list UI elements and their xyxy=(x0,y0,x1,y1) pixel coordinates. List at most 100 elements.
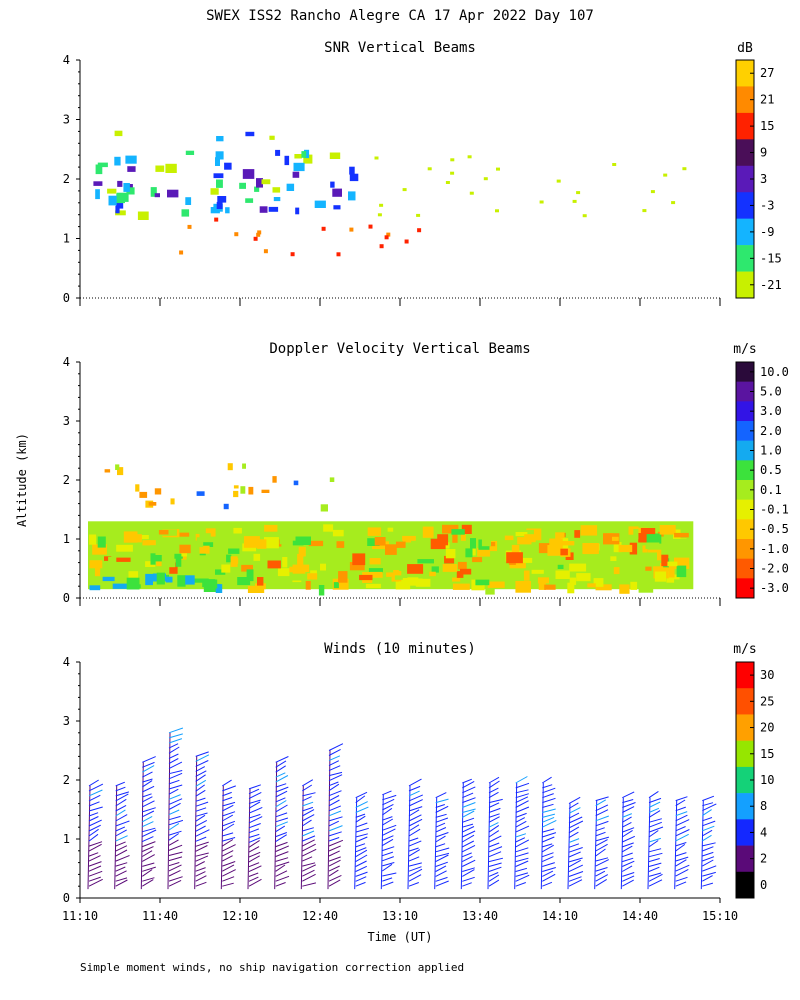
snr-echo-cell xyxy=(116,192,129,202)
doppler-velocity-cell xyxy=(216,538,224,545)
doppler-velocity-cell xyxy=(261,489,270,493)
snr-echo-cell xyxy=(445,181,450,184)
doppler-velocity-cell xyxy=(595,584,612,591)
doppler-velocity-cell xyxy=(580,525,598,536)
wind-barb xyxy=(382,794,397,801)
doppler-velocity-cell xyxy=(116,557,131,562)
wind-barb xyxy=(275,841,288,848)
wind-barb xyxy=(302,806,314,812)
doppler-velocity-cell xyxy=(295,536,311,545)
wind-barb xyxy=(168,815,181,821)
wind-barb xyxy=(355,836,368,843)
doppler-velocity-cell xyxy=(549,538,563,550)
wind-barb xyxy=(622,799,634,804)
wind-barb xyxy=(595,820,609,827)
doppler-velocity-cell xyxy=(461,524,472,534)
wind-profile xyxy=(380,790,397,890)
doppler-velocity-cell xyxy=(524,534,536,543)
wind-profile-staff xyxy=(514,782,518,890)
doppler-velocity-cell xyxy=(181,550,188,557)
doppler-velocity-cell xyxy=(386,572,400,577)
wind-barb xyxy=(622,879,634,887)
colorbar-swatch xyxy=(736,740,754,768)
wind-barb xyxy=(195,861,205,867)
wind-profile xyxy=(700,795,717,890)
colorbar-swatch xyxy=(736,539,754,559)
doppler-velocity-cell xyxy=(231,558,239,564)
wind-barb xyxy=(168,761,183,770)
colorbar-label: -0.1 xyxy=(760,503,789,517)
wind-profile xyxy=(460,778,476,890)
doppler-velocity-cell xyxy=(369,558,381,565)
wind-barb xyxy=(302,814,315,822)
wind-barb xyxy=(675,856,689,862)
wind-barb xyxy=(515,789,529,794)
wind-barb xyxy=(568,879,583,887)
colorbar-label: 4 xyxy=(760,825,767,839)
doppler-velocity-cell xyxy=(365,583,381,589)
x-tick-label: 11:40 xyxy=(142,909,178,923)
wind-barb xyxy=(328,760,340,767)
wind-barb xyxy=(648,801,661,808)
wind-barb xyxy=(168,844,183,851)
colorbar-swatch xyxy=(736,192,754,219)
wind-barb xyxy=(328,805,341,812)
snr-echo-cell xyxy=(402,188,407,192)
snr-echo-cell xyxy=(115,205,120,214)
snr-echo-cell xyxy=(496,167,500,171)
doppler-velocity-cell xyxy=(264,537,279,549)
wind-barb xyxy=(115,862,128,867)
wind-barb xyxy=(275,812,288,818)
snr-panel-title: SNR Vertical Beams xyxy=(324,40,476,56)
wind-barb xyxy=(275,783,287,788)
wind-barb xyxy=(515,872,529,877)
wind-barb xyxy=(595,836,610,842)
wind-profile-staff xyxy=(87,785,91,890)
wind-barb xyxy=(222,814,234,822)
footnote: Simple moment winds, no ship navigation … xyxy=(80,961,464,974)
wind-barb xyxy=(275,857,289,862)
y-tick-label: 4 xyxy=(63,53,70,67)
snr-echo-cell xyxy=(539,200,544,204)
wind-barb xyxy=(88,861,102,867)
colorbar-label: 15 xyxy=(760,747,774,761)
wind-barb xyxy=(142,815,153,823)
doppler-colorbar: 10.0 5.0 3.0 2.0 1.0 0.5 0.1 -0.1 -0.5 -1.0 -2.0 -3… xyxy=(735,361,789,599)
doppler-velocity-cell xyxy=(394,575,403,580)
wind-barb xyxy=(328,879,341,887)
colorbar-swatch xyxy=(736,819,754,846)
snr-strong-return xyxy=(256,232,261,237)
wind-barb xyxy=(515,847,529,853)
wind-barb xyxy=(248,872,259,877)
doppler-velocity-cell xyxy=(359,574,373,581)
snr-strong-return xyxy=(336,252,341,257)
wind-barb xyxy=(542,797,556,804)
wind-barb xyxy=(675,859,687,867)
wind-barb xyxy=(88,833,99,842)
wind-barb xyxy=(435,835,446,843)
wind-barb xyxy=(462,855,473,863)
wind-barb xyxy=(302,809,315,817)
wind-barb xyxy=(435,813,447,818)
wind-barb xyxy=(515,837,526,843)
colorbar-label: 2.0 xyxy=(760,424,782,438)
wind-barb xyxy=(275,832,287,838)
colorbar-swatch xyxy=(736,714,754,741)
wind-barb xyxy=(302,835,316,842)
doppler-velocity-cell xyxy=(228,548,240,554)
snr-strong-return xyxy=(368,224,373,229)
y-tick-label: 0 xyxy=(63,591,70,605)
snr-echo-cell xyxy=(332,188,342,197)
doppler-velocity-cell xyxy=(146,540,156,546)
wind-profile xyxy=(620,791,636,890)
doppler-velocity-cell xyxy=(429,571,436,577)
wind-barb xyxy=(488,780,500,789)
wind-barb xyxy=(702,856,715,862)
wind-barb xyxy=(515,882,526,887)
wind-barb xyxy=(462,786,476,794)
wind-barb xyxy=(408,828,421,837)
wind-barb xyxy=(222,839,234,847)
wind-barb xyxy=(568,820,584,829)
wind-barb xyxy=(435,854,449,863)
wind-barb xyxy=(195,812,208,817)
